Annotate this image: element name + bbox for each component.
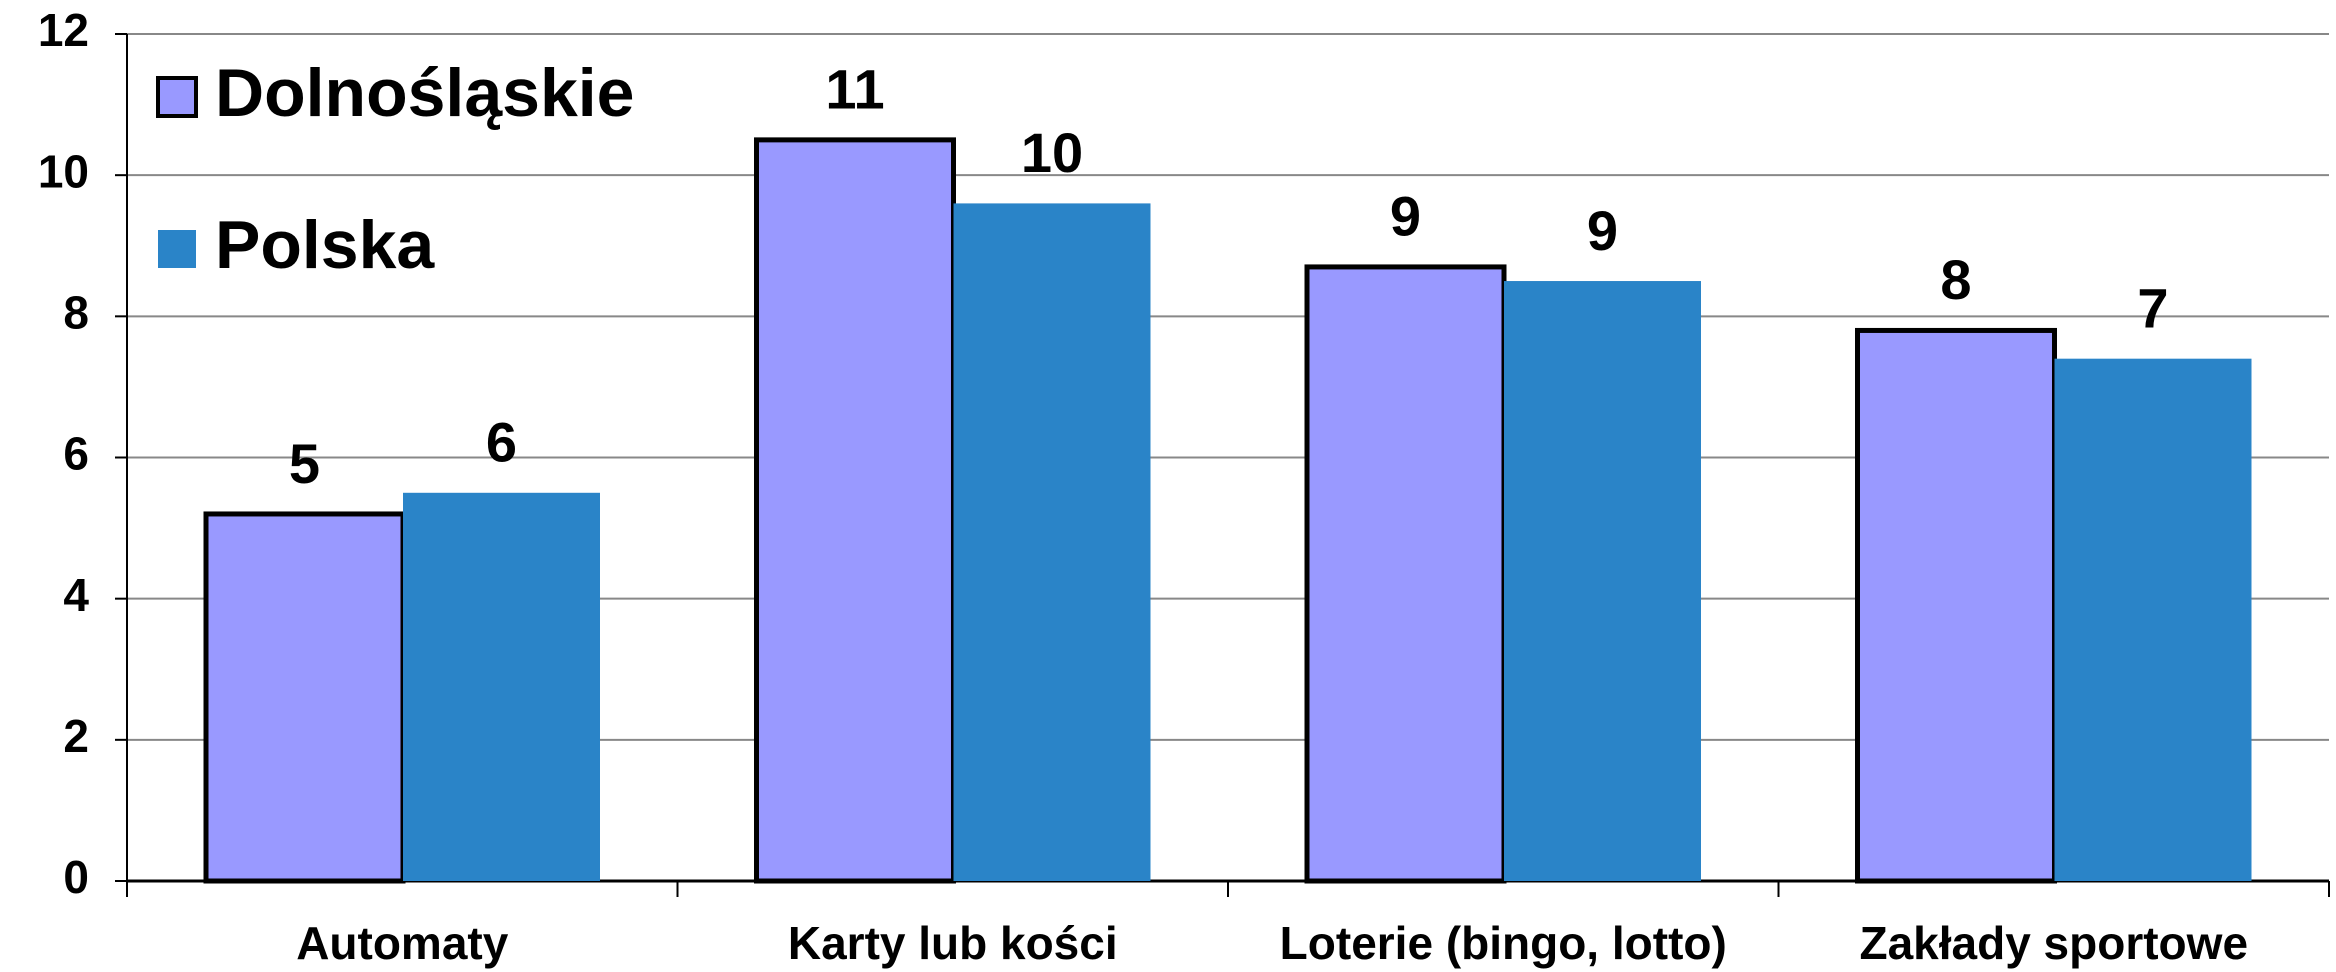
x-tick-label: Zakłady sportowe [1859,917,2248,969]
y-tick-label: 12 [38,4,89,56]
y-tick-label: 10 [38,145,89,197]
x-tick-label: Loterie (bingo, lotto) [1280,917,1727,969]
bar [953,203,1151,881]
value-label: 6 [486,411,517,474]
y-tick-label: 6 [63,428,89,480]
x-tick-label: Karty lub kości [788,917,1118,969]
bar [1504,281,1701,882]
bar [203,511,406,884]
bar [1855,327,2057,884]
value-label: 11 [825,58,884,121]
y-tick-label: 2 [63,710,89,762]
bar [403,492,600,881]
legend-label: Polska [215,207,435,283]
value-label: 9 [1390,185,1421,248]
y-tick-label: 8 [63,286,89,338]
legend-label: Dolnośląskie [215,55,635,131]
value-label: 8 [1940,248,1971,311]
value-label: 9 [1587,199,1618,262]
y-tick-label: 0 [63,851,89,903]
value-label: 10 [1021,121,1083,184]
bar [754,137,956,884]
x-tick-label: Automaty [296,917,509,969]
value-label: 5 [289,432,320,495]
legend-swatch [156,76,198,118]
value-label: 7 [2137,276,2168,339]
y-tick-label: 4 [63,569,89,621]
legend-swatch [158,230,196,268]
bar [1304,264,1507,884]
bar [2054,358,2252,881]
